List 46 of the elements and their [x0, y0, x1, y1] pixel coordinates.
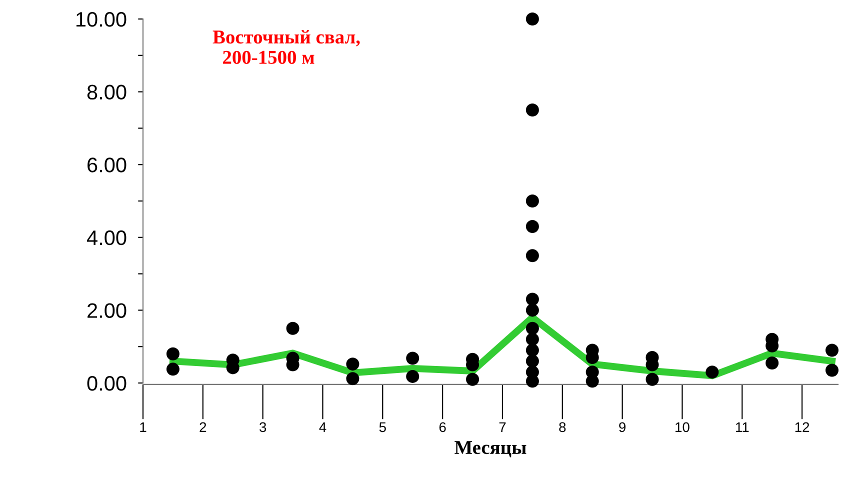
point — [526, 304, 539, 317]
y-tick-label: 2.00 — [88, 303, 126, 318]
y-tick-label: 8.00 — [87, 84, 126, 100]
point — [526, 220, 539, 233]
point — [526, 374, 539, 388]
x-tick-label: 9 — [619, 422, 626, 432]
x-tick-label: 3 — [259, 422, 266, 432]
point — [346, 358, 360, 371]
point — [166, 362, 180, 376]
point — [526, 354, 539, 368]
x-axis-title: Месяцы — [454, 441, 526, 458]
point — [826, 364, 839, 377]
point — [526, 292, 539, 306]
y-tick-label: 0.00 — [87, 376, 126, 391]
point — [406, 370, 420, 383]
point — [526, 249, 539, 262]
x-tick-label: 10 — [676, 422, 690, 432]
x-tick-label: 11 — [736, 422, 749, 432]
x-tick-label: 12 — [795, 422, 810, 432]
x-tick-label: 1 — [140, 422, 146, 432]
point — [766, 356, 779, 370]
y-tick-label: 4.00 — [86, 230, 126, 246]
point — [826, 344, 839, 357]
x-tick-label: 2 — [200, 422, 206, 432]
point — [526, 103, 539, 117]
point — [466, 372, 480, 386]
x-tick-label: 4 — [319, 422, 326, 432]
x-tick-label: 7 — [499, 422, 506, 432]
x-tick-label: 6 — [439, 422, 446, 432]
point — [646, 372, 659, 386]
point — [526, 322, 539, 335]
point — [586, 374, 599, 388]
point — [706, 366, 719, 379]
point — [526, 332, 539, 346]
y-tick-label: 10.00 — [76, 12, 126, 27]
text: Восточный свал, 200-1500 м — [212, 30, 360, 64]
point — [346, 372, 360, 386]
point — [526, 194, 539, 208]
point — [526, 12, 539, 26]
point — [526, 344, 539, 357]
x-tick-label: 5 — [379, 422, 386, 432]
y-tick-label: 6.00 — [88, 158, 126, 172]
point — [406, 352, 420, 365]
point — [286, 322, 300, 335]
x-tick-label: 8 — [559, 422, 566, 432]
point — [166, 347, 180, 360]
